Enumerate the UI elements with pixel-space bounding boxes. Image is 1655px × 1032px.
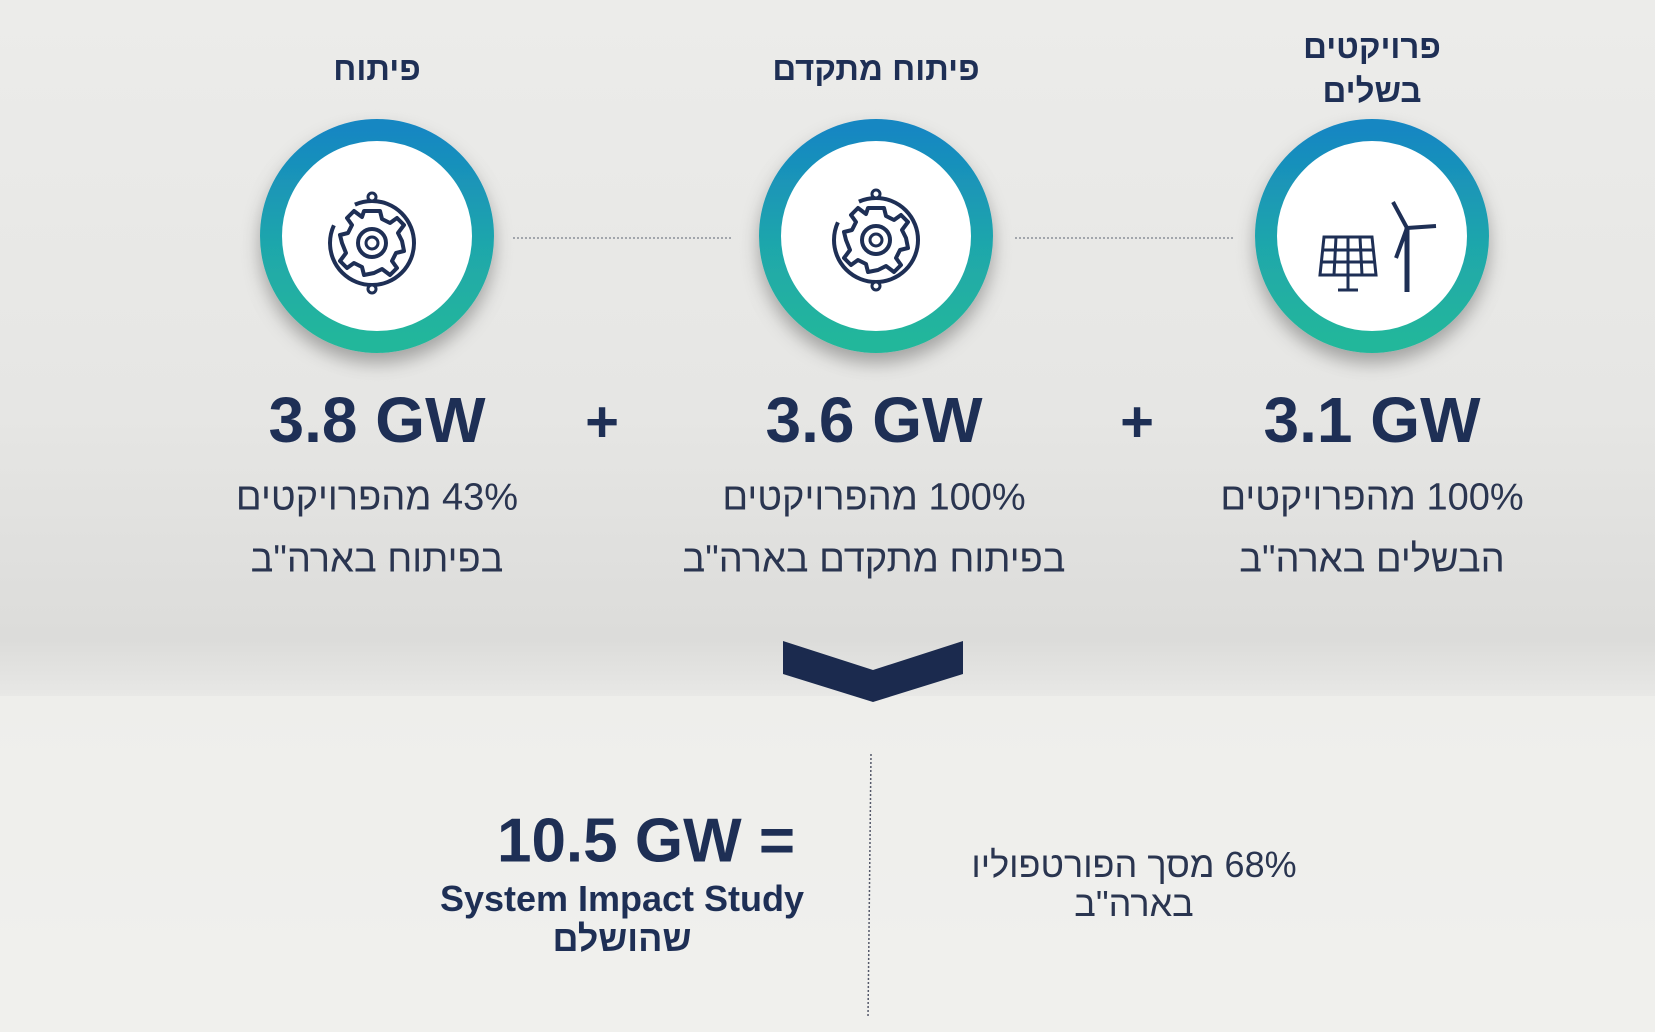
plus-sign: + — [585, 389, 619, 455]
description: בפיתוח בארה"ב — [250, 538, 504, 581]
share-text: בארה"ב — [1074, 883, 1194, 924]
gw-value: 3.6 GW — [765, 384, 983, 456]
gw-value: 3.1 GW — [1263, 384, 1481, 456]
plus-sign: + — [1120, 389, 1154, 455]
chevron — [783, 641, 963, 702]
gw-value: 3.8 GW — [268, 384, 486, 456]
description: הבשלים בארה"ב — [1239, 538, 1505, 581]
lower-band — [0, 696, 1655, 1032]
divider — [867, 753, 872, 1019]
description: בפיתוח מתקדם בארה"ב — [682, 538, 1066, 581]
rings — [260, 119, 1489, 353]
description: 100% מהפרויקטים — [1220, 476, 1524, 519]
share-text: 68% מסך הפורטפוליו — [971, 844, 1297, 885]
column-title: פיתוח מתקדם — [772, 50, 980, 87]
title-line: בשלים — [1322, 72, 1422, 109]
description: 100% מהפרויקטים — [722, 476, 1026, 519]
column-title: פיתוח — [333, 50, 421, 87]
total-value: 10.5 GW = — [496, 806, 796, 876]
title-line: פרויקטים — [1303, 28, 1441, 65]
description: 43% מהפרויקטים — [235, 476, 519, 519]
renewables-icon — [1318, 201, 1437, 292]
total-label: שהושלם — [552, 918, 692, 959]
column-title: פרויקטים בשלים — [1303, 25, 1441, 113]
total-label: System Impact Study — [439, 878, 805, 919]
